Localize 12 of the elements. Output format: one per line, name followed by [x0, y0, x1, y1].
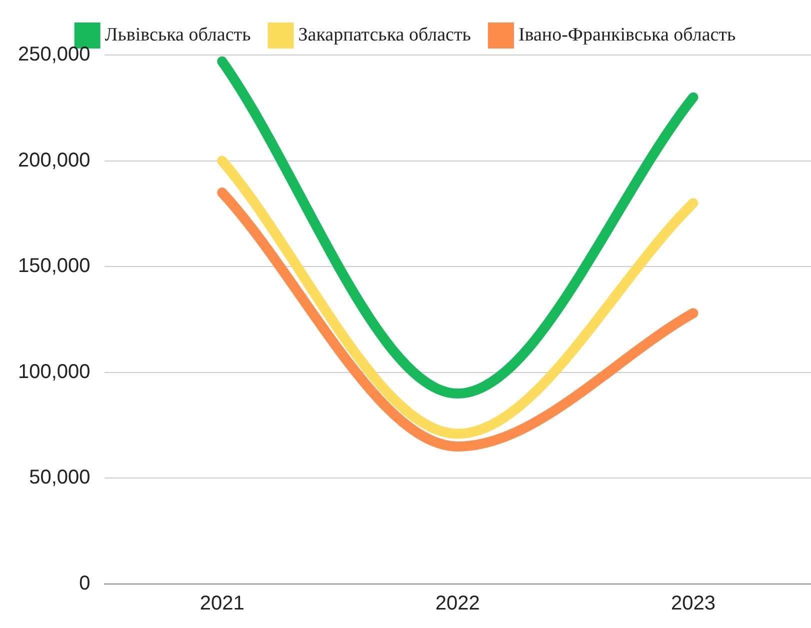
- legend-label: Івано-Франківська область: [518, 24, 736, 46]
- x-tick-label: 2022: [435, 592, 480, 615]
- x-tick-label: 2021: [200, 592, 244, 615]
- x-tick-label: 2023: [670, 592, 716, 615]
- y-tick-label: 150,000: [18, 255, 90, 278]
- y-tick-label: 50,000: [29, 466, 90, 489]
- y-tick-label: 0: [79, 572, 90, 595]
- legend-label: Закарпатська область: [298, 24, 472, 46]
- y-tick-label: 200,000: [18, 149, 90, 172]
- y-tick-label: 100,000: [18, 360, 90, 383]
- legend-label: Львівська область: [104, 24, 252, 46]
- y-tick-label: 250,000: [18, 44, 90, 66]
